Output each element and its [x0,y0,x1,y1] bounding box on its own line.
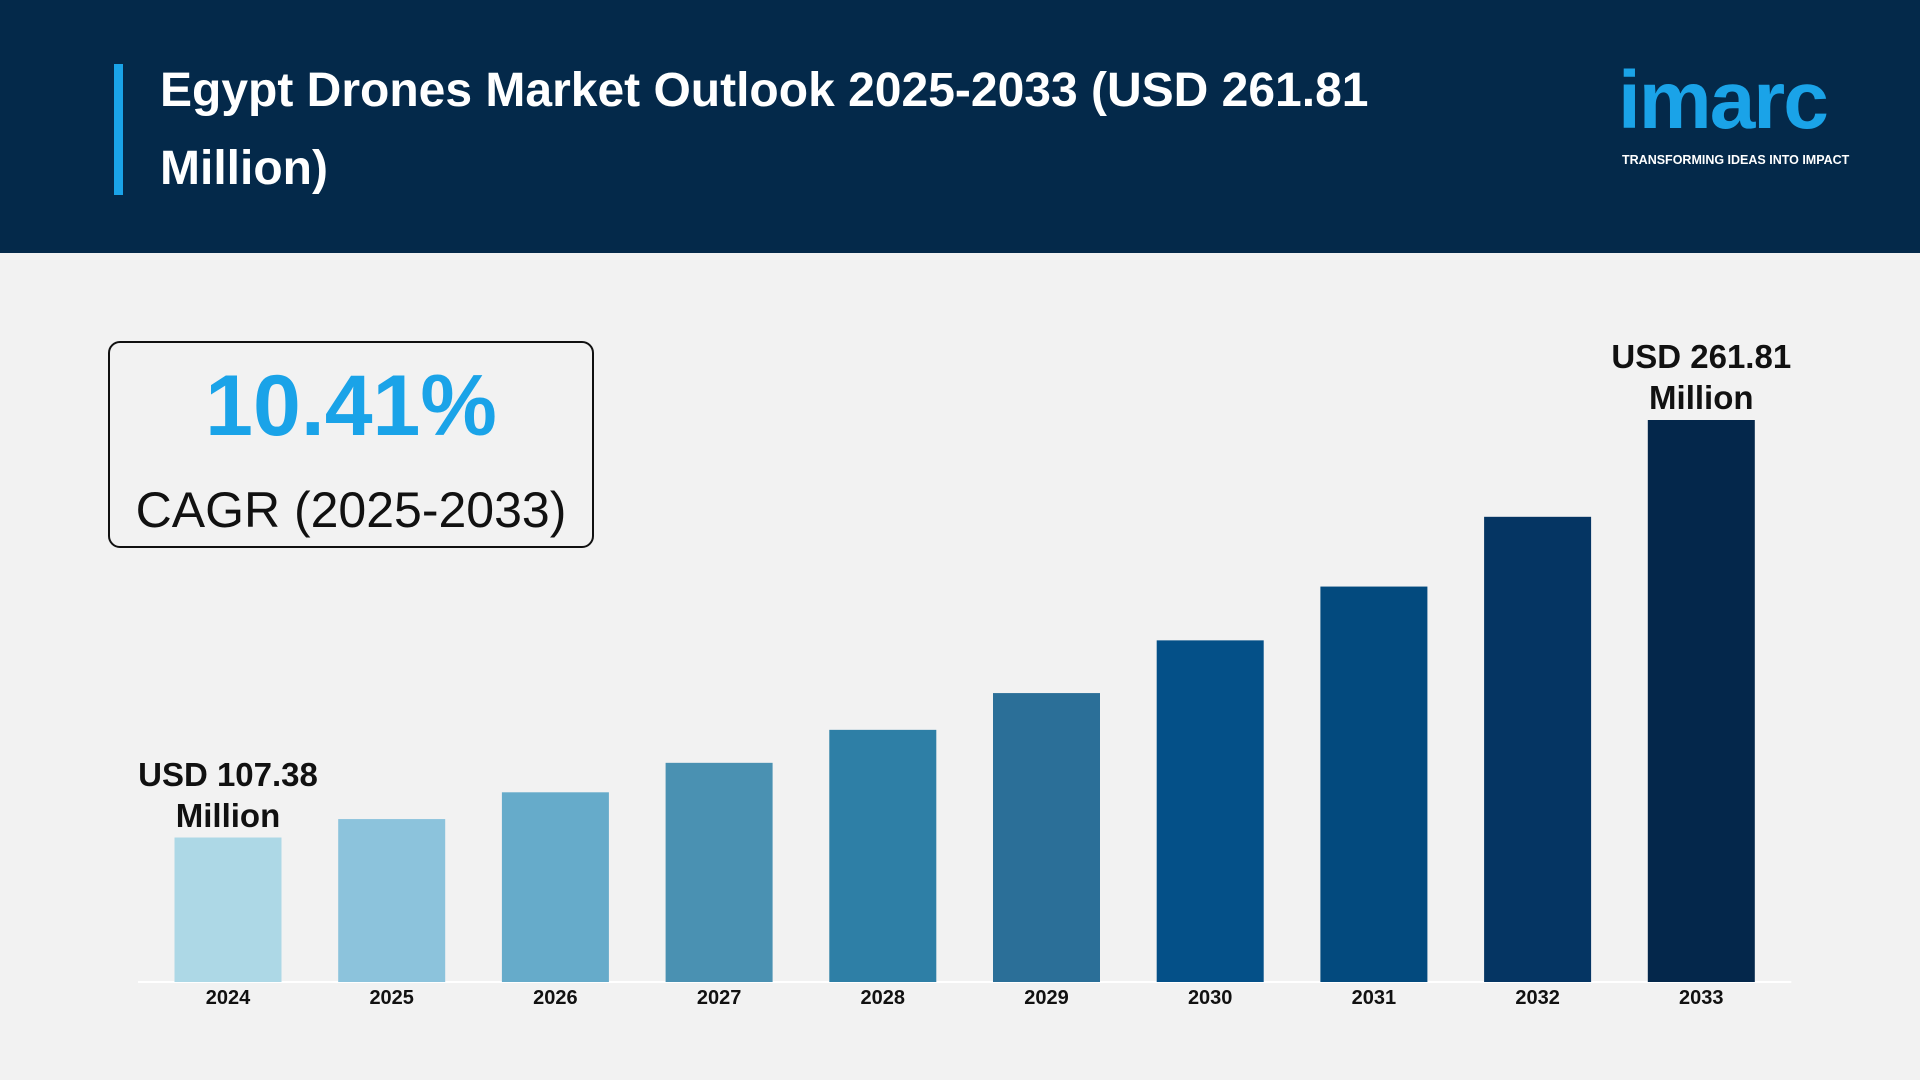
accent-bar [114,64,123,195]
bar [1484,516,1592,982]
bar [501,792,609,982]
bar [174,837,282,982]
x-tick-label: 2025 [369,987,414,1009]
bar [829,729,937,982]
x-tick-label: 2032 [1515,987,1560,1009]
bar [1320,586,1428,982]
logo-tagline: TRANSFORMING IDEAS INTO IMPACT [1622,153,1850,167]
bar [993,693,1100,982]
chart-title: Egypt Drones Market Outlook 2025-2033 (U… [160,64,1369,195]
x-tick-label: 2030 [1187,987,1233,1009]
x-tick-label: 2028 [860,987,906,1009]
logo: imarc [1618,55,1829,146]
cagr-label: CAGR (2025-2033) [135,482,567,538]
x-tick-label: 2026 [533,987,578,1009]
cagr-value: 10.41% [205,358,497,454]
bar [1156,640,1264,982]
x-tick-label: 2031 [1351,987,1397,1009]
x-tick-label: 2024 [205,987,251,1009]
header: Egypt Drones Market Outlook 2025-2033 (U… [0,0,1920,253]
x-tick-label: 2033 [1679,987,1724,1009]
cagr-box: 10.41% CAGR (2025-2033) [108,341,594,548]
x-tick-label: 2027 [696,987,742,1009]
bar [338,819,446,982]
value-label: USD 107.38 Million [138,755,318,834]
bar [665,762,773,982]
bar [1647,420,1755,982]
value-label: USD 261.81 Million [1611,338,1792,416]
x-tick-label: 2029 [1024,987,1069,1009]
